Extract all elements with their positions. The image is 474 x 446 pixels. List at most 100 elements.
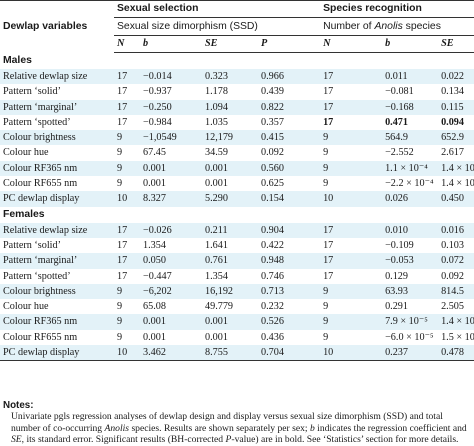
column-header-ssd-n: N <box>114 35 140 53</box>
value-cell: 17 <box>323 116 334 128</box>
value-cell: 9 <box>323 301 329 313</box>
variable-name-cell: Colour RF365 nm <box>0 314 114 330</box>
section-row: Males <box>0 53 474 70</box>
table-row: Colour hue965.0849.7790.23290.2912.5050.… <box>0 299 474 314</box>
value-cell: 1.178 <box>205 86 228 98</box>
value-cell: 1.4 × 10⁻⁴ <box>441 178 474 190</box>
anolis-subheader-pre: Number of <box>323 21 375 32</box>
value-cell: 0.016 <box>438 222 474 238</box>
value-cell: 0.001 <box>143 178 166 190</box>
value-cell: 17 <box>320 253 383 269</box>
value-cell: 1.4 × 10⁻⁴ <box>438 314 474 330</box>
variable-name-cell: Colour RF655 nm <box>3 331 78 343</box>
value-cell: 8.327 <box>140 191 202 207</box>
table-row: Colour RF365 nm 9 0.001 0.001 0.526 9 7.9 × 10… <box>0 314 474 330</box>
section-row: Females <box>0 207 474 223</box>
variable-name-cell: Pattern ‘spotted’ <box>3 116 71 128</box>
value-cell: 63.93 <box>382 283 439 300</box>
value-cell: 0.439 <box>261 86 284 98</box>
group-gap-cell <box>296 191 321 207</box>
value-cell: 9 <box>117 178 123 190</box>
column-header-species-n: N <box>320 35 383 53</box>
group-gap-cell <box>296 222 321 238</box>
value-cell: −0.250 <box>140 99 202 115</box>
results-table-container: Dewlap variables Sexual selection Specie… <box>0 0 474 362</box>
value-cell: 0.211 <box>202 222 258 238</box>
value-cell: 0.422 <box>261 239 284 251</box>
value-cell: 9 <box>114 283 140 300</box>
value-cell: 9 <box>114 130 140 146</box>
value-cell: 0.001 <box>205 178 228 190</box>
value-cell: 0.357 <box>261 116 284 128</box>
value-cell: 9 <box>117 331 123 343</box>
header-group-row: Dewlap variables Sexual selection Specie… <box>0 0 474 53</box>
value-cell: 17 <box>117 86 128 98</box>
notes-heading: Notes: <box>3 400 34 411</box>
value-cell: 0.072 <box>438 253 474 269</box>
value-cell: 0.001 <box>202 160 258 177</box>
group-gap-cell <box>296 238 320 253</box>
value-cell: 10 <box>114 191 140 207</box>
group-gap-cell <box>296 115 320 130</box>
value-cell: 9 <box>114 160 140 177</box>
variable-name-cell: Pattern ‘marginal’ <box>0 253 114 269</box>
value-cell: 2.505 <box>441 301 464 313</box>
group-gap-cell <box>296 99 321 115</box>
sexual-selection-header: Sexual selection <box>114 0 321 18</box>
variable-name-cell: Colour RF655 nm <box>3 178 78 190</box>
value-cell: 8.755 <box>202 345 258 362</box>
value-cell: 0.704 <box>258 345 296 362</box>
value-cell: 1.354 <box>143 239 166 251</box>
anolis-subheader: Number of Anolis species <box>320 17 474 36</box>
variable-name-cell: Pattern ‘marginal’ <box>0 99 114 115</box>
table-row: Colour RF655 nm 9 0.001 0.001 0.436 9 −6.0 × 1… <box>0 330 474 345</box>
value-cell: 0.001 <box>140 314 202 330</box>
value-cell: 9 <box>320 314 383 330</box>
value-cell: 0.154 <box>258 191 296 207</box>
table-row: Pattern ‘marginal’ 17 0.050 0.761 0.948 17 −0.… <box>0 253 474 269</box>
value-cell: 0.092 <box>441 270 464 282</box>
value-cell: −2.2 × 10⁻⁴ <box>385 178 434 190</box>
value-cell: 0.948 <box>258 253 296 269</box>
anolis-subheader-italic: Anolis <box>374 21 403 32</box>
species-recognition-header: Species recognition <box>320 0 474 18</box>
value-cell: 12,179 <box>202 130 258 146</box>
value-cell: 0.094 <box>441 116 464 128</box>
value-cell: 10 <box>320 191 383 207</box>
group-gap-cell <box>296 283 321 300</box>
regression-results-table: Dewlap variables Sexual selection Specie… <box>0 0 474 362</box>
variable-name-cell: Colour hue <box>3 301 49 313</box>
column-header-ssd-p: P <box>258 35 296 53</box>
value-cell: 1.641 <box>205 239 228 251</box>
value-cell: 0.001 <box>143 331 166 343</box>
value-cell: 9 <box>320 130 383 146</box>
table-row: PC dewlap display 10 8.327 5.290 0.154 10 0.02… <box>0 191 474 207</box>
variable-name-cell: Pattern ‘spotted’ <box>3 270 71 282</box>
column-header-species-b: b <box>382 35 439 53</box>
value-cell: 0.822 <box>258 99 296 115</box>
value-cell: 17 <box>114 222 140 238</box>
group-gap-cell <box>296 269 320 284</box>
table-row: Pattern ‘solid’ 17 −0.937 1.178 0.439 17 −0.08… <box>0 84 474 99</box>
value-cell: 0.232 <box>261 301 284 313</box>
column-header-species-se: SE <box>438 35 474 53</box>
value-cell: 0.761 <box>202 253 258 269</box>
value-cell: 0.001 <box>140 160 202 177</box>
value-cell: −1,0549 <box>140 130 202 146</box>
value-cell: 0.436 <box>261 331 284 343</box>
value-cell: 0.115 <box>438 99 474 115</box>
value-cell: 10 <box>114 345 140 362</box>
value-cell: 17 <box>320 69 383 85</box>
value-cell: 1.5 × 10⁻⁴ <box>441 331 474 343</box>
value-cell: 0.237 <box>382 345 439 362</box>
section-label: Males <box>3 55 32 66</box>
ssd-subheader: Sexual size dimorphism (SSD) <box>114 17 321 36</box>
value-cell: 0.746 <box>261 270 284 282</box>
table-row: Relative dewlap size 17 −0.026 0.211 0.904 17… <box>0 222 474 238</box>
variable-name-cell: Colour brightness <box>0 283 114 300</box>
value-cell: 67.45 <box>143 147 166 159</box>
value-cell: 0.966 <box>258 69 296 85</box>
value-cell: 0.471 <box>385 116 408 128</box>
group-gap-cell <box>296 176 320 191</box>
notes-text: Univariate pgls regression analyses of d… <box>11 411 467 446</box>
